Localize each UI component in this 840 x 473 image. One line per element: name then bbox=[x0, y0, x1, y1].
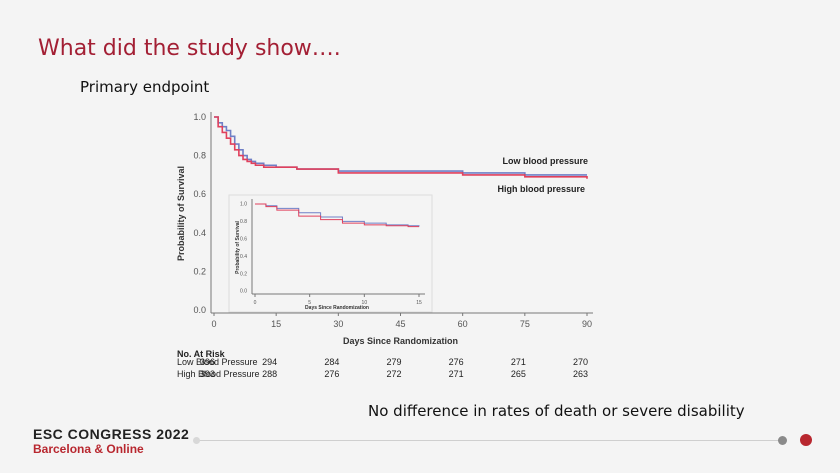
inset-y-tick-label: 0.4 bbox=[240, 254, 247, 260]
risk-cell: 276 bbox=[448, 357, 464, 367]
inset-y-tick-label: 0.8 bbox=[240, 219, 247, 225]
inset-y-tick-label: 0.2 bbox=[240, 271, 247, 277]
footer-start-dot bbox=[193, 437, 200, 444]
inset-x-tick-label: 5 bbox=[308, 300, 311, 306]
main-x-tick-label: 60 bbox=[458, 319, 468, 329]
slide-title: What did the study show…. bbox=[38, 36, 341, 61]
main-series-line-0 bbox=[214, 116, 587, 176]
brand-logo-line1: ESC CONGRESS 2022 bbox=[33, 426, 190, 442]
inset-x-tick-label: 10 bbox=[362, 300, 368, 306]
risk-cell: 271 bbox=[448, 369, 464, 379]
brand-logo-line2: Barcelona & Online bbox=[33, 442, 144, 456]
inset-y-tick-label: 0.6 bbox=[240, 236, 247, 242]
risk-cell: 393 bbox=[200, 369, 216, 379]
slide-subtitle: Primary endpoint bbox=[80, 78, 210, 96]
main-x-tick-label: 30 bbox=[333, 319, 343, 329]
risk-cell: 263 bbox=[573, 369, 589, 379]
inset-series-line-0 bbox=[255, 203, 420, 227]
main-y-tick-label: 0.6 bbox=[193, 189, 206, 199]
conclusion-text: No difference in rates of death or sever… bbox=[368, 402, 745, 420]
risk-cell: 265 bbox=[510, 369, 526, 379]
legend-low-blood-pressure: Low blood pressure bbox=[502, 156, 588, 166]
risk-cell: 284 bbox=[324, 357, 340, 367]
main-x-axis-label: Days Since Randomization bbox=[343, 336, 458, 346]
risk-table-header: No. At Risk bbox=[177, 349, 225, 359]
risk-cell: 396 bbox=[200, 357, 216, 367]
risk-row-label: Low Blood Pressure bbox=[177, 357, 258, 367]
inset-x-tick-label: 15 bbox=[416, 300, 422, 306]
risk-cell: 294 bbox=[262, 357, 278, 367]
main-y-tick-label: 0.8 bbox=[193, 151, 206, 161]
main-x-tick-label: 0 bbox=[211, 319, 216, 329]
inset-x-tick-label: 0 bbox=[254, 300, 257, 306]
main-x-tick-label: 45 bbox=[395, 319, 405, 329]
risk-cell: 279 bbox=[386, 357, 402, 367]
footer-red-dot bbox=[800, 434, 812, 446]
footer-gray-dot bbox=[778, 436, 787, 445]
inset-y-tick-label: 0.0 bbox=[240, 289, 247, 295]
risk-cell: 272 bbox=[386, 369, 402, 379]
inset-series-line-1 bbox=[255, 203, 419, 228]
main-y-tick-label: 1.0 bbox=[193, 112, 206, 122]
main-x-tick-label: 75 bbox=[520, 319, 530, 329]
legend-high-blood-pressure: High blood pressure bbox=[497, 184, 585, 194]
main-y-tick-label: 0.2 bbox=[193, 266, 206, 276]
risk-cell: 270 bbox=[573, 357, 589, 367]
main-x-tick-label: 15 bbox=[271, 319, 281, 329]
inset-y-tick-label: 1.0 bbox=[240, 202, 247, 208]
main-y-tick-label: 0.0 bbox=[193, 305, 206, 315]
risk-cell: 288 bbox=[262, 369, 278, 379]
risk-row-label: High Blood Pressure bbox=[177, 369, 260, 379]
risk-cell: 271 bbox=[510, 357, 526, 367]
risk-cell: 276 bbox=[324, 369, 340, 379]
footer-divider bbox=[197, 440, 782, 441]
inset-y-axis-label: Probability of Survival bbox=[235, 220, 241, 273]
main-x-tick-label: 90 bbox=[582, 319, 592, 329]
main-y-axis-label: Probability of Survival bbox=[176, 166, 186, 261]
main-y-tick-label: 0.4 bbox=[193, 228, 206, 238]
main-series-line-1 bbox=[214, 116, 588, 179]
inset-x-axis-label: Days Since Randomization bbox=[305, 305, 369, 311]
inset-chart-frame bbox=[228, 194, 433, 313]
